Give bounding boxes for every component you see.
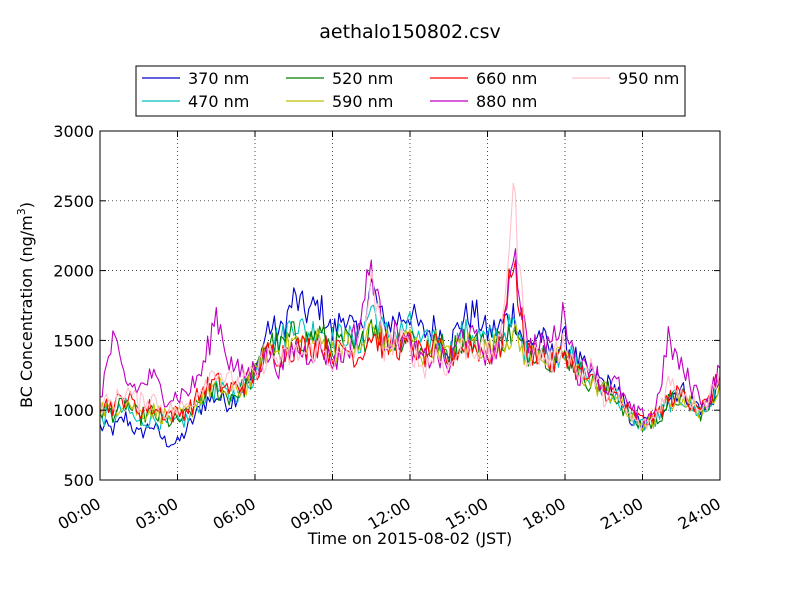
series-line-660nm [99, 259, 721, 426]
y-axis-label-close: ) [17, 202, 36, 208]
y-tick-label: 2500 [53, 192, 94, 211]
x-axis-label: Time on 2015-08-02 (JST) [307, 529, 512, 548]
legend-label: 880 nm [476, 92, 537, 111]
y-tick-label: 500 [63, 471, 94, 490]
legend: 370 nm 470 nm 520 nm 590 nm 660 nm 880 nm 950 … [135, 65, 686, 117]
legend-label: 370 nm [188, 69, 249, 88]
series-line-880nm [99, 248, 721, 425]
y-tick-label: 1000 [53, 401, 94, 420]
y-axis-label-superscript: 3 [15, 208, 28, 215]
series-lines [99, 182, 721, 448]
axis-ticks [99, 130, 721, 481]
legend-label: 660 nm [476, 69, 537, 88]
gridlines [100, 131, 720, 480]
y-tick-label: 1500 [53, 331, 94, 350]
y-axis-label: BC Concentration (ng/m3) [15, 202, 36, 408]
legend-entries: 370 nm 470 nm 520 nm 590 nm 660 nm 880 nm 950 … [142, 69, 679, 111]
y-axis-label-main: BC Concentration (ng/m [17, 215, 36, 408]
legend-label: 470 nm [188, 92, 249, 111]
series-line-950nm [99, 182, 721, 431]
legend-label: 520 nm [332, 69, 393, 88]
legend-label: 590 nm [332, 92, 393, 111]
legend-label: 950 nm [618, 69, 679, 88]
y-tick-label: 2000 [53, 262, 94, 281]
y-tick-label: 3000 [53, 122, 94, 141]
chart-title: aethalo150802.csv [319, 21, 501, 43]
y-tick-labels: 500 1000 1500 2000 2500 3000 [53, 122, 94, 490]
legend-frame [135, 65, 686, 117]
